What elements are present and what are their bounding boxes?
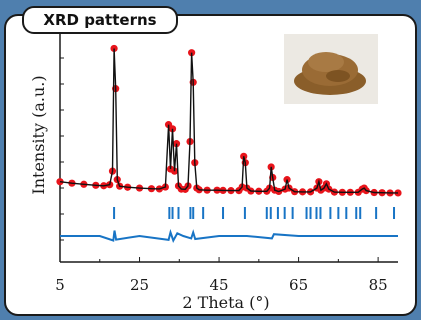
x-axis-label: 2 Theta (°) [182, 293, 269, 312]
calculated-line [59, 48, 398, 194]
plot-area: 5 25 45 65 85 [55, 30, 402, 294]
difference-curve [60, 228, 398, 243]
observed-point [172, 140, 181, 148]
observed-point [110, 44, 118, 53]
y-axis-label: Intensity (a.u.) [29, 75, 48, 194]
powder-sample-photo [284, 34, 378, 104]
x-tick-label: 5 [55, 276, 65, 294]
x-tick-label: 25 [130, 276, 149, 294]
x-tick-label: 65 [289, 276, 308, 294]
x-tick-label: 85 [369, 276, 388, 294]
chart-title: XRD patterns [22, 6, 178, 34]
x-tick-label: 45 [210, 276, 229, 294]
